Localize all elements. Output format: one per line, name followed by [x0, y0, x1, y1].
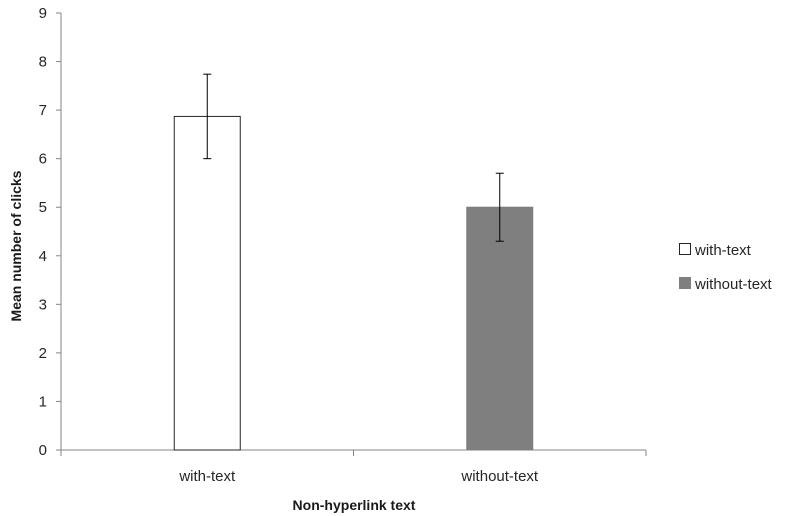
legend-swatch-without-text — [679, 277, 691, 289]
error-bar-without-text — [495, 172, 504, 242]
bar-without-text — [466, 206, 534, 451]
x-axis: with-text without-text — [60, 449, 647, 485]
y-tick-label: 4 — [39, 248, 47, 265]
y-tick-label: 3 — [39, 296, 47, 313]
legend: with-text without-text — [679, 242, 773, 293]
bar-with-text — [173, 115, 241, 451]
legend-label-without-text: without-text — [694, 276, 773, 293]
y-tick-label: 0 — [39, 442, 47, 459]
y-tick-label: 9 — [39, 5, 47, 22]
y-tick-label: 7 — [39, 102, 47, 119]
x-tick-label: without-text — [460, 468, 539, 485]
y-axis: 0 1 2 3 4 5 6 7 8 9 — [39, 5, 62, 459]
y-axis-title: Mean number of clicks — [8, 170, 24, 321]
legend-label-with-text: with-text — [694, 242, 752, 259]
y-tick-label: 5 — [39, 199, 47, 216]
x-axis-title: Non-hyperlink text — [293, 497, 416, 513]
bars — [173, 115, 534, 451]
error-bar-with-text — [203, 73, 212, 160]
y-tick-label: 1 — [39, 393, 47, 410]
x-tick-label: with-text — [178, 468, 236, 485]
y-tick-label: 6 — [39, 151, 47, 168]
legend-swatch-with-text — [679, 243, 691, 255]
y-tick-label: 8 — [39, 54, 47, 71]
error-bars — [203, 73, 504, 242]
y-tick-label: 2 — [39, 345, 47, 362]
